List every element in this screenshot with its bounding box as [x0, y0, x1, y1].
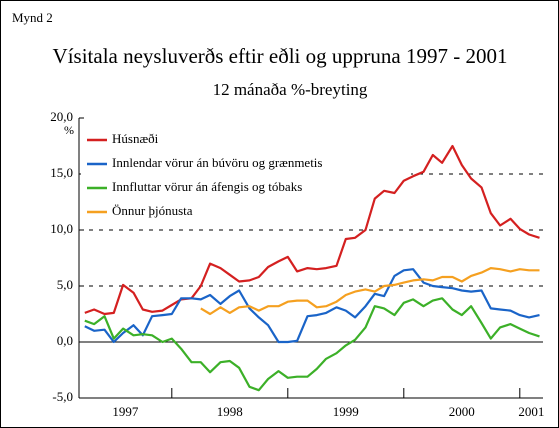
y-axis-label: %	[64, 123, 74, 137]
legend-label: Innfluttar vörur án áfengis og tóbaks	[112, 179, 302, 194]
series-line	[84, 297, 540, 392]
y-tick-label: -5,0	[52, 389, 73, 404]
y-tick-label: 10,0	[50, 221, 73, 236]
legend-label: Önnur þjónusta	[112, 203, 193, 218]
x-tick-label: 1999	[333, 404, 359, 419]
series-line	[84, 144, 540, 316]
y-tick-label: 0,0	[57, 333, 73, 348]
y-tick-label: 15,0	[50, 165, 73, 180]
chart-title: Vísitala neysluverðs eftir eðli og uppru…	[53, 44, 508, 68]
y-tick-label: 5,0	[57, 277, 73, 292]
x-tick-label: 1997	[112, 404, 139, 419]
chart-subtitle: 12 mánaða %-breyting	[213, 80, 368, 99]
series-line	[84, 268, 540, 344]
legend-background	[81, 128, 411, 228]
figure-label: Mynd 2	[12, 10, 53, 25]
x-tick-label: 1998	[217, 404, 243, 419]
legend-label: Innlendar vörur án búvöru og grænmetis	[112, 155, 322, 170]
y-tick-label: 20,0	[50, 109, 73, 124]
legend-label: Húsnæði	[112, 131, 159, 146]
x-tick-label: 2000	[449, 404, 475, 419]
series-line	[200, 267, 540, 316]
x-tick-label: 2001	[518, 404, 544, 419]
